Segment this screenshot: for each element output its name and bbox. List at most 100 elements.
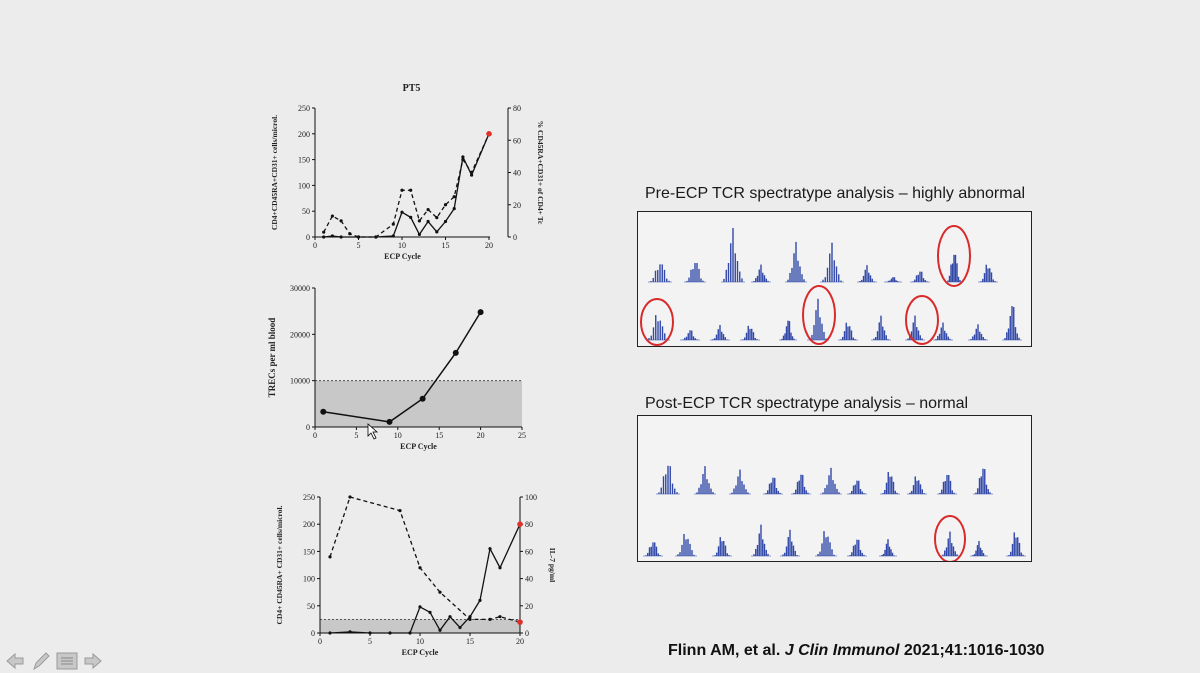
x-tick-label: 5: [357, 241, 361, 250]
x-tick-label: 5: [354, 431, 358, 440]
y2-tick-label: 40: [525, 575, 533, 584]
data-point: [426, 207, 430, 212]
y-tick-label: 100: [303, 575, 315, 584]
x-tick-label: 20: [516, 637, 524, 646]
y2-tick-label: 0: [525, 629, 529, 638]
data-point: [419, 395, 426, 402]
data-point: [328, 631, 332, 635]
data-point: [448, 615, 452, 619]
x-axis-label: ECP Cycle: [400, 442, 437, 451]
y2-tick-label: 20: [525, 602, 533, 611]
citation: Flinn AM, et al. J Clin Immunol 2021;41:…: [668, 642, 1044, 660]
data-point: [330, 214, 334, 218]
series-line-1: [323, 133, 490, 238]
y2-tick-label: 20: [513, 201, 521, 210]
series-line-2: [329, 496, 521, 623]
highlight-circle: [640, 298, 674, 346]
data-point: [438, 628, 442, 632]
data-point: [322, 235, 326, 239]
y-tick-label: 30000: [290, 284, 310, 293]
highlight-circle: [905, 295, 939, 345]
y2-axis-label: IL-7 pg/ml: [548, 548, 557, 582]
x-tick-label: 0: [313, 431, 317, 440]
data-point: [478, 598, 482, 602]
cursor-icon: [367, 423, 379, 440]
y2-tick-label: 100: [525, 493, 537, 502]
y-axis-label: CD4+CD45RA+CD31+ cells/microl.: [270, 115, 279, 230]
data-point: [348, 232, 352, 236]
shaded-normal-range: [320, 619, 520, 633]
y-tick-label: 100: [298, 181, 310, 190]
data-point: [418, 605, 422, 609]
data-point: [488, 547, 492, 551]
data-point: [498, 615, 502, 619]
data-point: [417, 232, 421, 237]
data-point: [452, 195, 456, 199]
data-point: [400, 210, 404, 214]
x-tick-label: 15: [466, 637, 474, 646]
highlight-point: [486, 131, 492, 137]
data-point: [458, 625, 462, 630]
citation-journal: J Clin Immunol: [784, 642, 900, 659]
citation-ref: 2021;41:1016-1030: [899, 642, 1045, 659]
y-tick-label: 150: [303, 547, 315, 556]
pre-ecp-spectratype-plot: [640, 225, 1022, 346]
y-tick-label: 250: [303, 493, 315, 502]
data-point: [339, 235, 343, 239]
y-tick-label: 0: [306, 423, 310, 432]
y-tick-label: 20000: [290, 330, 310, 339]
x-tick-label: 10: [416, 637, 424, 646]
data-point: [391, 234, 395, 238]
y2-tick-label: 0: [513, 233, 517, 242]
data-point: [339, 219, 343, 223]
data-point: [468, 617, 472, 622]
data-point: [426, 219, 430, 224]
data-point: [461, 155, 465, 159]
highlight-circle: [937, 225, 971, 287]
y-axis-label: TRECs per ml blood: [267, 318, 277, 398]
data-point: [488, 617, 492, 622]
arrow-right-icon[interactable]: [82, 650, 104, 672]
data-point: [477, 309, 484, 316]
y-tick-label: 250: [298, 104, 310, 113]
y2-tick-label: 40: [513, 169, 521, 178]
data-point: [348, 630, 352, 634]
data-point: [348, 495, 352, 499]
x-tick-label: 15: [442, 241, 450, 250]
data-point: [330, 234, 334, 238]
data-point: [443, 219, 448, 224]
pen-icon[interactable]: [30, 650, 52, 672]
data-point: [409, 188, 413, 192]
y-tick-label: 50: [307, 602, 315, 611]
y-tick-label: 0: [311, 629, 315, 638]
data-point: [435, 230, 439, 234]
data-point: [388, 631, 392, 635]
data-point: [320, 408, 327, 415]
data-point: [461, 158, 465, 162]
data-point: [438, 590, 442, 594]
y-tick-label: 0: [306, 233, 310, 242]
x-tick-label: 20: [477, 431, 485, 440]
chart-title: PT5: [403, 83, 421, 94]
arrow-left-icon[interactable]: [4, 650, 26, 672]
highlight-circle: [802, 285, 836, 345]
data-point: [452, 349, 459, 356]
y2-tick-label: 80: [513, 104, 521, 113]
menu-icon[interactable]: [56, 650, 78, 672]
shaded-normal-range: [315, 380, 522, 427]
x-tick-label: 0: [313, 241, 317, 250]
data-point: [409, 215, 413, 219]
slide-nav: [4, 650, 104, 672]
y2-axis-label: % CD45RA+CD31+ of CD4+ Tc: [536, 121, 545, 225]
y-tick-label: 50: [302, 207, 310, 216]
data-point: [443, 203, 448, 207]
data-point: [374, 235, 378, 239]
data-point: [470, 173, 474, 177]
x-axis-label: ECP Cycle: [402, 648, 439, 657]
data-point: [428, 610, 432, 614]
data-point: [470, 170, 474, 175]
data-point: [468, 615, 472, 619]
x-tick-label: 0: [318, 637, 322, 646]
data-point: [408, 631, 412, 635]
